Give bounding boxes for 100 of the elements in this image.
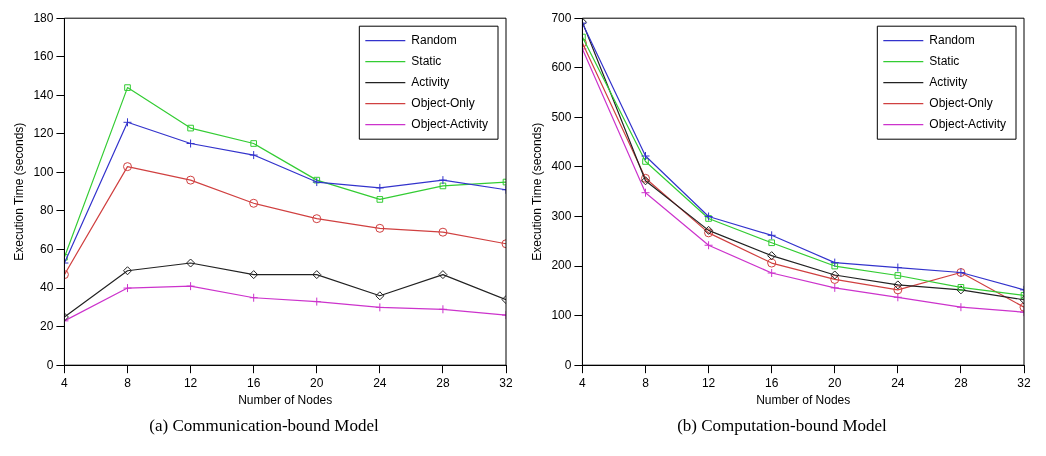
legend-label: Object-Only bbox=[929, 96, 993, 111]
x-tick-label: 4 bbox=[61, 375, 69, 390]
point bbox=[830, 270, 840, 280]
legend-label: Activity bbox=[929, 75, 968, 90]
y-tick-label: 180 bbox=[33, 10, 54, 25]
legend-label: Activity bbox=[411, 75, 450, 90]
point bbox=[641, 188, 650, 198]
point bbox=[893, 280, 903, 290]
x-tick-label: 28 bbox=[954, 375, 968, 390]
point bbox=[767, 258, 777, 268]
point bbox=[312, 270, 322, 280]
legend-label: Random bbox=[411, 33, 457, 48]
point bbox=[312, 214, 322, 224]
y-tick-label: 100 bbox=[33, 164, 54, 179]
point bbox=[375, 302, 385, 312]
point bbox=[831, 262, 839, 270]
x-tick-label: 8 bbox=[642, 375, 650, 390]
point bbox=[187, 124, 194, 132]
point bbox=[438, 270, 448, 280]
point bbox=[830, 274, 840, 284]
legend-label: Random bbox=[929, 33, 975, 48]
x-tick-label: 8 bbox=[124, 375, 132, 390]
point bbox=[830, 283, 840, 293]
point bbox=[312, 297, 322, 307]
x-tick-label: 12 bbox=[183, 375, 198, 390]
text: (a) Communication-bound Model bbox=[148, 416, 380, 436]
x-axis-title: Number of Nodes bbox=[756, 393, 851, 408]
point bbox=[123, 283, 132, 293]
point bbox=[894, 272, 902, 279]
y-tick-label: 400 bbox=[551, 159, 572, 174]
legend-label: Object-Only bbox=[411, 96, 475, 111]
point bbox=[124, 84, 131, 91]
point bbox=[957, 284, 965, 291]
x-axis-title: Number of Nodes bbox=[238, 393, 333, 408]
x-tick-label: 24 bbox=[373, 375, 387, 390]
x-tick-label: 16 bbox=[246, 375, 261, 390]
point bbox=[767, 251, 777, 261]
y-tick-label: 200 bbox=[551, 258, 572, 273]
y-tick-label: 0 bbox=[46, 357, 54, 372]
point bbox=[123, 162, 132, 172]
point bbox=[123, 266, 132, 276]
legend-label: Static bbox=[929, 54, 960, 69]
point bbox=[830, 258, 840, 268]
point bbox=[767, 230, 777, 240]
y-tick-label: 100 bbox=[551, 307, 572, 322]
point bbox=[956, 285, 966, 295]
y-tick-label: 140 bbox=[33, 87, 54, 102]
point bbox=[249, 270, 259, 280]
y-axis-title: Execution Time (seconds) bbox=[11, 122, 26, 261]
x-tick-label: 28 bbox=[436, 375, 450, 390]
point bbox=[641, 151, 650, 161]
point bbox=[375, 183, 385, 193]
y-axis-title: Execution Time (seconds) bbox=[529, 122, 544, 261]
y-tick-label: 160 bbox=[33, 49, 54, 64]
point bbox=[375, 223, 385, 233]
point bbox=[186, 281, 196, 291]
y-tick-label: 300 bbox=[551, 208, 572, 223]
text: (b) Computation-bound Model bbox=[676, 416, 888, 436]
point bbox=[893, 285, 903, 295]
y-tick-label: 40 bbox=[40, 280, 54, 295]
point bbox=[249, 293, 259, 303]
legend-label: Object-Activity bbox=[929, 117, 1007, 132]
legend-label: Static bbox=[411, 54, 442, 69]
x-tick-label: 16 bbox=[764, 375, 779, 390]
point bbox=[438, 304, 448, 314]
point bbox=[893, 263, 903, 273]
point bbox=[642, 158, 649, 165]
point bbox=[438, 175, 448, 185]
x-tick-label: 20 bbox=[310, 375, 324, 390]
point bbox=[123, 117, 132, 127]
point bbox=[186, 175, 196, 185]
point bbox=[438, 227, 448, 237]
point bbox=[956, 302, 966, 312]
point bbox=[250, 140, 257, 147]
y-tick-label: 600 bbox=[551, 60, 572, 75]
point bbox=[186, 258, 196, 268]
y-tick-label: 20 bbox=[40, 318, 54, 333]
y-tick-label: 500 bbox=[551, 109, 572, 124]
point bbox=[249, 150, 259, 160]
x-tick-label: 32 bbox=[499, 375, 513, 390]
point bbox=[704, 240, 714, 250]
y-tick-label: 80 bbox=[40, 203, 54, 218]
point bbox=[186, 139, 196, 149]
point bbox=[767, 268, 777, 278]
y-tick-label: 0 bbox=[564, 357, 572, 372]
x-tick-label: 32 bbox=[1017, 375, 1031, 390]
point bbox=[704, 211, 714, 221]
point bbox=[249, 198, 259, 208]
x-tick-label: 4 bbox=[579, 375, 587, 390]
point bbox=[768, 239, 775, 247]
x-tick-label: 24 bbox=[891, 375, 905, 390]
y-tick-label: 700 bbox=[551, 10, 572, 25]
y-tick-label: 60 bbox=[40, 241, 54, 256]
x-tick-label: 20 bbox=[828, 375, 842, 390]
x-tick-label: 12 bbox=[701, 375, 716, 390]
legend-label: Object-Activity bbox=[411, 117, 489, 132]
point bbox=[375, 291, 385, 301]
point bbox=[376, 196, 384, 203]
y-tick-label: 120 bbox=[33, 126, 54, 141]
point bbox=[439, 182, 447, 190]
